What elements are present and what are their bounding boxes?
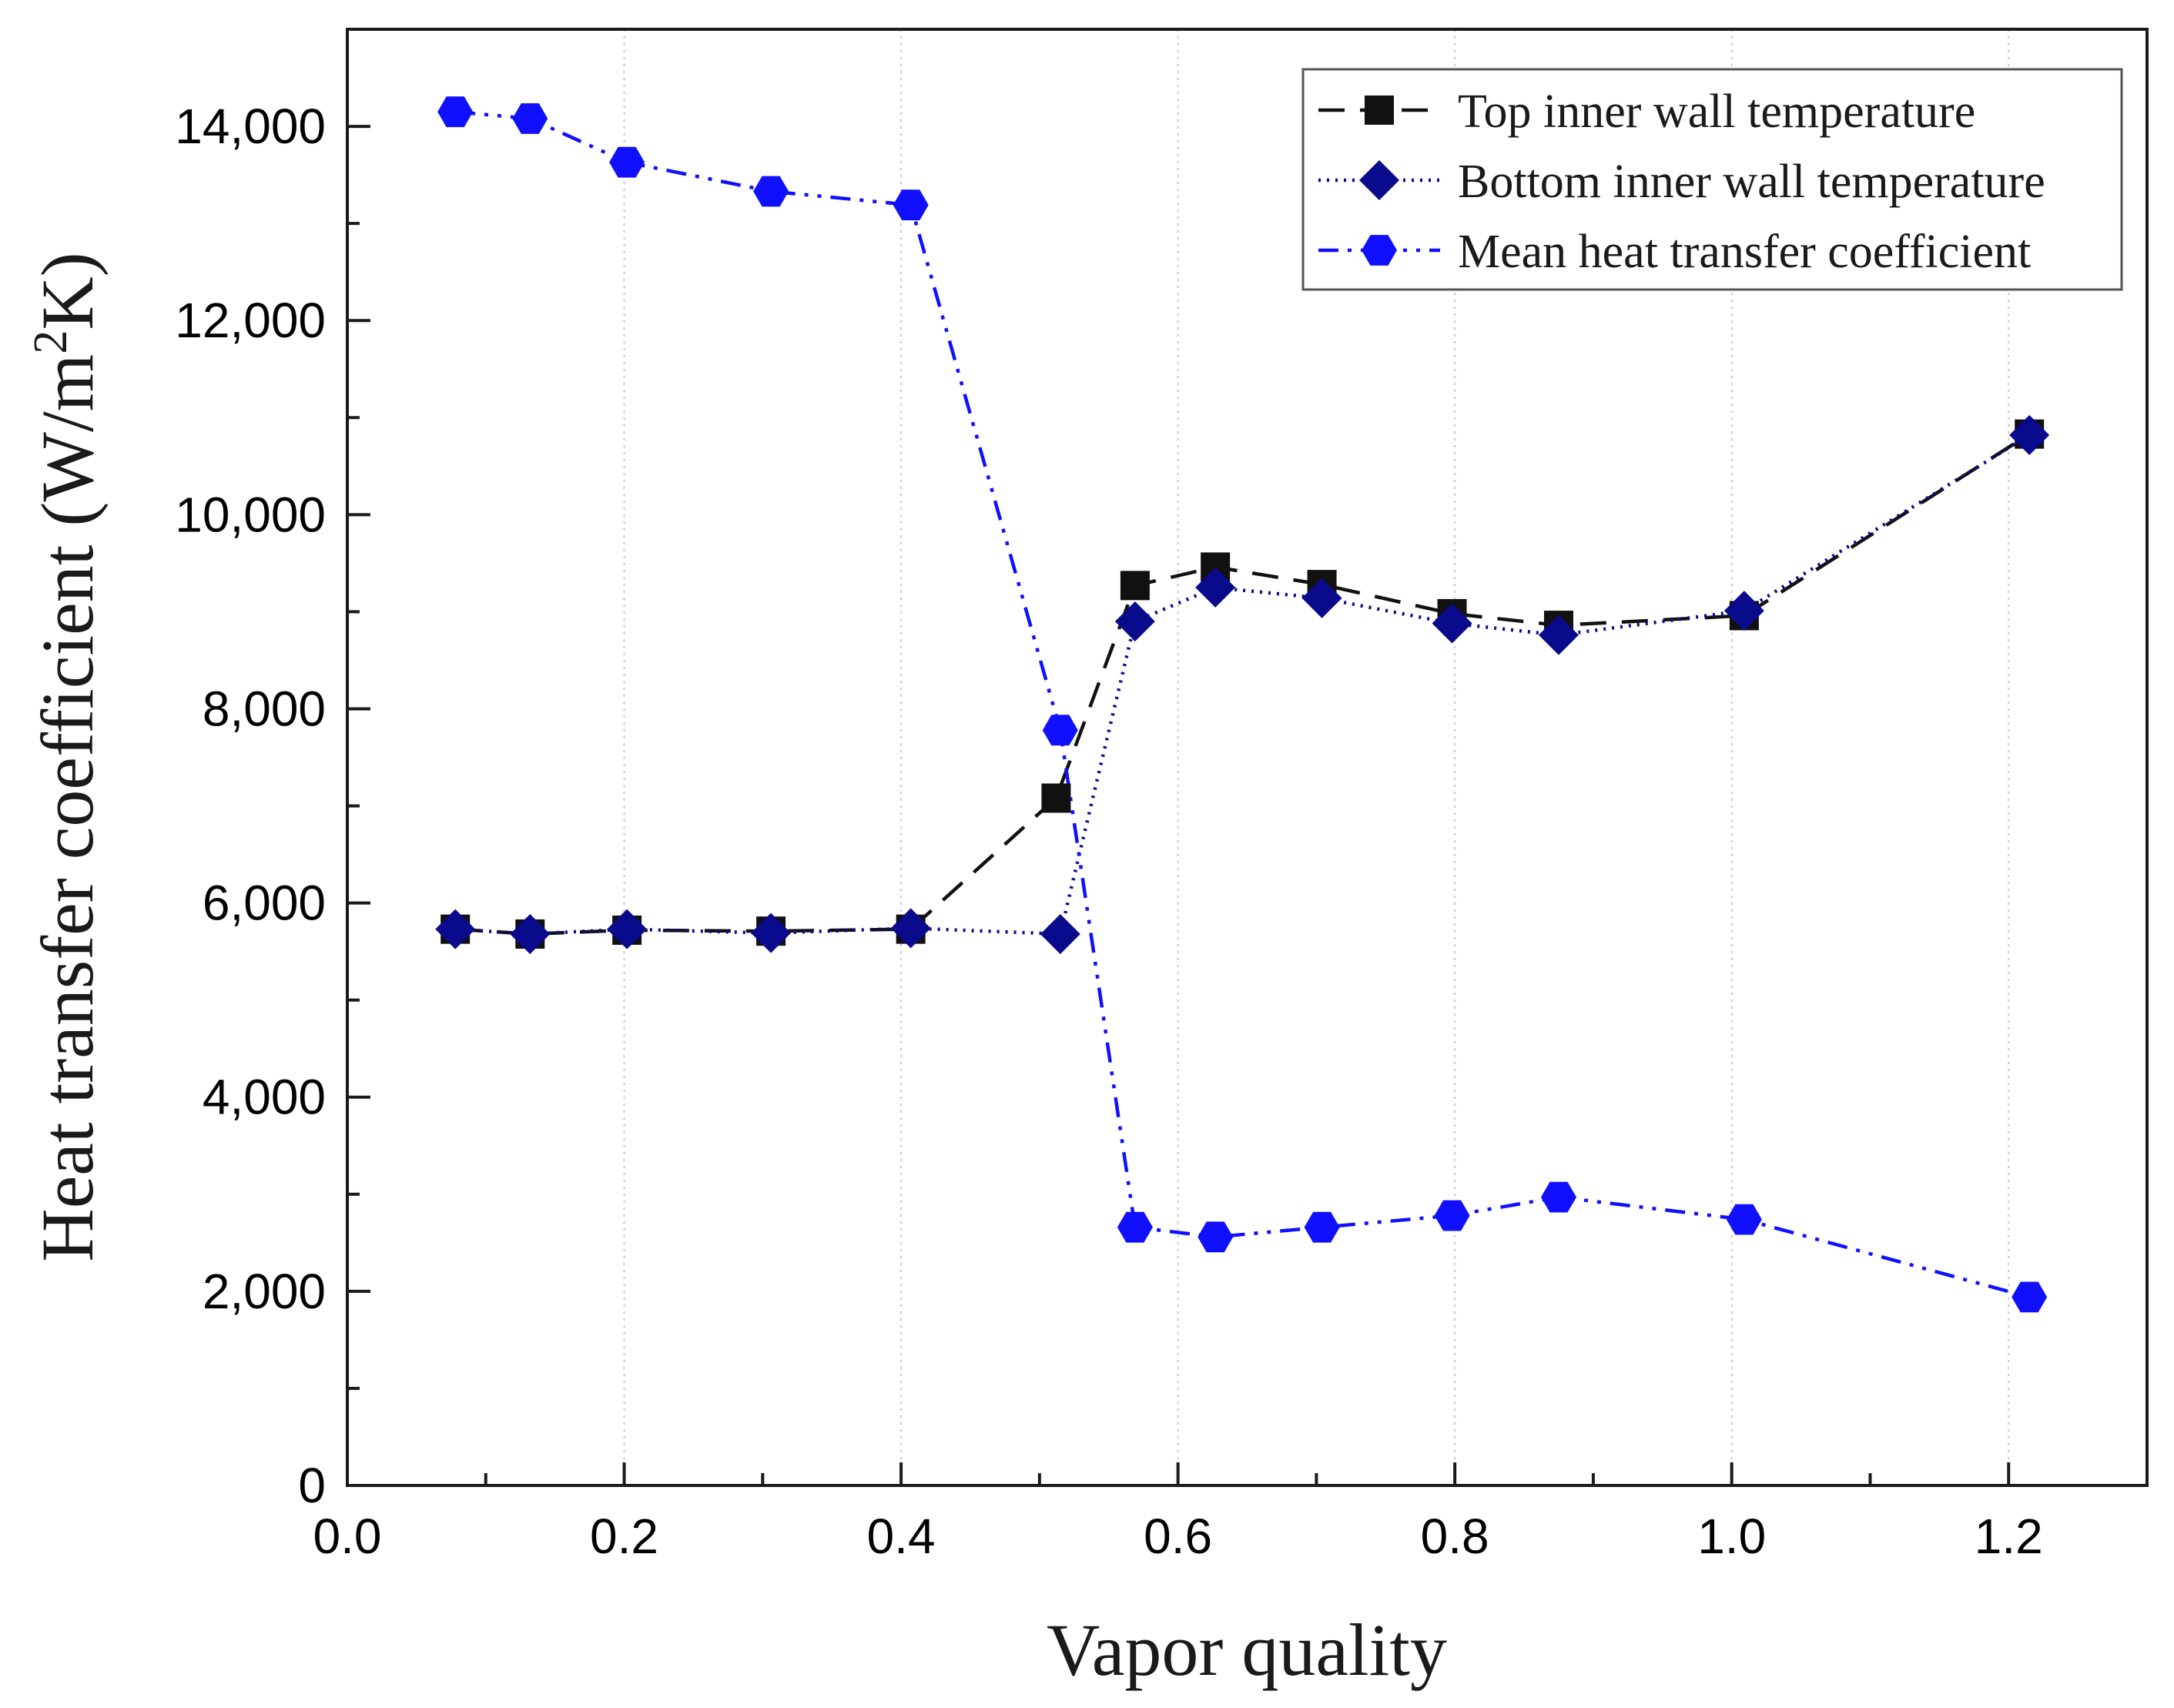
diamond-marker (1538, 615, 1579, 655)
y-axis-title-suffix: K) (26, 252, 109, 330)
y-tick-label: 10,000 (175, 487, 326, 542)
diamond-marker (607, 909, 648, 949)
plot-frame (346, 28, 2149, 1487)
x-tick-label: 0.0 (313, 1509, 382, 1564)
hexagon-marker (1304, 1211, 1340, 1243)
diamond-marker (751, 913, 792, 953)
hexagon-marker (1726, 1204, 1762, 1235)
x-tick-label: 1.0 (1697, 1509, 1766, 1564)
y-tick-label: 4,000 (203, 1070, 326, 1125)
legend-box (1301, 68, 2123, 291)
y-axis-title-superscript: 2 (25, 330, 77, 354)
x-tick-label: 0.4 (867, 1509, 936, 1564)
diamond-marker (1114, 601, 1155, 642)
legend-hexagon-marker (1362, 235, 1397, 266)
y-axis-title: Heat transfer coefficient (W/m2K) (25, 252, 109, 1261)
hexagon-marker (512, 103, 548, 134)
x-tick-labels: 0.0 0.2 0.4 0.6 0.8 1.0 1.2 (313, 1509, 2043, 1564)
hexagon-marker (2012, 1281, 2048, 1313)
diamond-marker (890, 908, 931, 949)
square-marker (1120, 571, 1150, 601)
legend-label: Top inner wall temperature (1458, 85, 1975, 138)
y-tick-label: 14,000 (175, 99, 326, 154)
legend-label: Mean heat transfer coefficient (1458, 226, 2031, 278)
diamond-marker (510, 913, 551, 954)
y-tick-labels: 0 2,000 4,000 6,000 8,000 10,000 12,000 14,000 (175, 99, 326, 1513)
x-tick-label: 0.6 (1144, 1509, 1212, 1564)
legend-square-marker (1365, 95, 1394, 125)
hexagon-marker (753, 176, 789, 207)
hexagon-marker (1541, 1181, 1576, 1213)
legend-label: Bottom inner wall temperature (1458, 156, 2045, 208)
hexagon-marker (609, 146, 645, 178)
y-tick-label: 2,000 (203, 1264, 326, 1319)
hexagon-marker (1117, 1211, 1153, 1243)
diamond-marker (1040, 913, 1080, 954)
hexagon-marker (1042, 715, 1078, 746)
x-tick-label: 0.2 (590, 1509, 658, 1564)
legend: Top inner wall temperature Bottom inner w… (1301, 68, 2123, 291)
y-tick-label: 8,000 (203, 681, 326, 736)
hexagon-marker (1198, 1221, 1234, 1253)
diamond-marker (2009, 414, 2050, 455)
diamond-marker (1432, 603, 1472, 644)
diamond-marker (1723, 591, 1764, 631)
square-marker (1041, 783, 1071, 813)
hexagon-marker (437, 96, 474, 128)
y-tick-label: 6,000 (203, 876, 326, 931)
x-axis-title: Vapor quality (1047, 1609, 1447, 1691)
diamond-marker (1301, 578, 1342, 618)
hexagon-marker (1434, 1200, 1470, 1231)
legend-entries: Top inner wall temperature Bottom inner w… (1318, 85, 2045, 278)
y-tick-label: 12,000 (175, 293, 326, 348)
diamond-marker (435, 909, 476, 949)
x-tick-label: 0.8 (1421, 1509, 1489, 1564)
diamond-marker (1195, 567, 1236, 608)
x-tick-label: 1.2 (1975, 1509, 2043, 1564)
y-tick-label: 0 (298, 1458, 326, 1513)
axis-ticks (346, 28, 2149, 1487)
series-markers (435, 96, 2050, 1313)
legend-diamond-marker (1359, 160, 1399, 200)
y-axis-title-main: Heat transfer coefficient (W/m (26, 354, 109, 1262)
hexagon-marker (893, 189, 929, 221)
